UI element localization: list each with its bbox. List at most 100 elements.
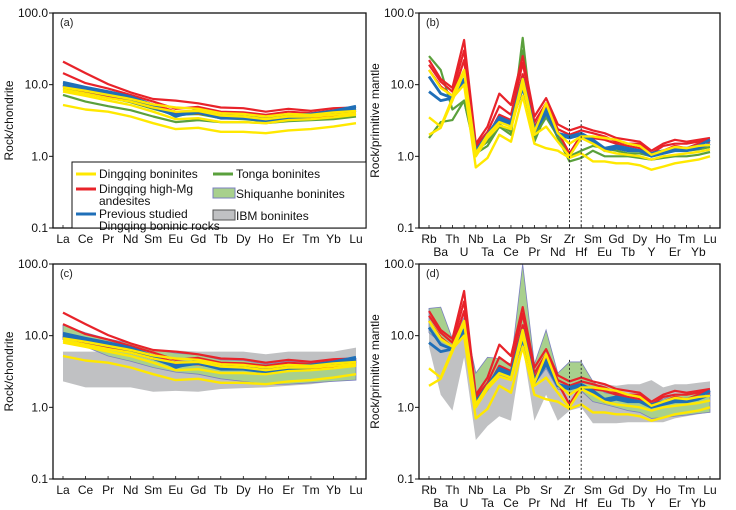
x-tick-label-dy: Dy [632, 483, 647, 497]
x-tick-label-pb: Pb [515, 232, 530, 246]
legend-label: Shiquanhe boninites [236, 187, 345, 201]
x-tick-label-nb: Nb [468, 483, 484, 497]
x-tick-label-zr: Zr [564, 483, 575, 497]
x-tick-label-er: Er [282, 232, 294, 246]
plot-frame [52, 263, 367, 480]
series-line-dingqing-boninites-4 [62, 86, 357, 118]
x-tick-label-la: La [56, 232, 70, 246]
x-tick-label-nd: Nd [123, 232, 138, 246]
x-tick-label-er: Er [669, 496, 681, 510]
x-tick-label-ho: Ho [258, 483, 274, 497]
y-tick-label: 10.0 [391, 329, 415, 343]
y-axis-title: Rock/chondrite [2, 331, 16, 411]
x-tick-label-y: Y [647, 245, 655, 259]
x-tick-label-gd: Gd [608, 232, 624, 246]
x-tick-label-tb: Tb [621, 496, 635, 510]
x-tick-label-tm: Tm [302, 483, 319, 497]
y-tick-label: 1.0 [31, 149, 48, 163]
x-tick-label-th: Th [445, 483, 459, 497]
x-tick-label-th: Th [445, 232, 459, 246]
x-tick-label-sm: Sm [584, 232, 602, 246]
y-tick-label: 1.0 [397, 149, 414, 163]
x-tick-label-pb: Pb [515, 483, 530, 497]
x-tick-label-lu: Lu [349, 483, 362, 497]
x-tick-label-yb: Yb [326, 232, 341, 246]
x-tick-label-er: Er [282, 483, 294, 497]
series-line-dingqing-boninites-3 [62, 339, 357, 372]
series-line-dingqing-hma-1 [62, 311, 357, 364]
x-tick-label-yb: Yb [691, 245, 706, 259]
x-tick-label-la: La [493, 232, 507, 246]
x-tick-label-sm: Sm [144, 483, 162, 497]
y-tick-label: 1.0 [397, 400, 414, 414]
series-line-dingqing-boninites-2 [62, 341, 357, 376]
x-tick-label-sr: Sr [540, 232, 552, 246]
y-tick-label: 1.0 [31, 400, 48, 414]
x-tick-label-pr: Pr [528, 245, 540, 259]
y-tick-label: 100.0 [18, 257, 48, 271]
x-tick-label-gd: Gd [190, 232, 206, 246]
panel-label: (c) [60, 268, 73, 280]
x-tick-label-lu: Lu [703, 232, 716, 246]
y-tick-label: 0.1 [397, 221, 414, 235]
panel-a-ree-chondrite: 0.1 1.0 10.0 100.0 Rock/chondrite La Ce Pr Nd Sm E… [2, 6, 367, 246]
legend-label: andesites [99, 194, 150, 208]
x-tick-label-yb: Yb [691, 496, 706, 510]
panel-d-trace-primitive-mantle-with-fields: 0.1 1.0 10.0 100.0 Rock/primitive mantle RbBa… [368, 257, 721, 510]
x-tick-label-hf: Hf [575, 496, 588, 510]
series-line-dingqing-hma-1 [62, 60, 357, 113]
x-tick-label-ba: Ba [433, 496, 448, 510]
y-tick-label: 10.0 [25, 78, 49, 92]
x-tick-label-la: La [493, 483, 507, 497]
y-tick-label: 0.1 [31, 472, 48, 486]
legend-item-tonga: Tonga boninites [213, 167, 320, 181]
legend-item-shiquanhe: Shiquanhe boninites [212, 187, 345, 201]
panel-label: (a) [60, 17, 73, 29]
x-tick-label-ce: Ce [78, 232, 94, 246]
x-tick-label-rb: Rb [421, 483, 437, 497]
x-tick-label-tm: Tm [678, 232, 695, 246]
x-tick-label-hf: Hf [575, 245, 588, 259]
x-tick-label-nd: Nd [550, 245, 565, 259]
plot-area [427, 264, 711, 441]
x-tick-label-ho: Ho [258, 232, 274, 246]
panel-label: (b) [426, 17, 439, 29]
legend-item-dingqing-boninites: Dingqing boninites [76, 167, 198, 181]
series-line-dingqing-boninites-3 [427, 68, 711, 156]
x-tick-label-nd: Nd [550, 496, 565, 510]
plot-area [62, 311, 357, 392]
x-tick-label-er: Er [669, 245, 681, 259]
x-tick-label-dy: Dy [632, 232, 647, 246]
x-tick-label-ho: Ho [655, 483, 671, 497]
x-tick-label-nd: Nd [123, 483, 138, 497]
x-tick-label-lu: Lu [349, 232, 362, 246]
series-line-dingqing-boninites-3 [62, 88, 357, 121]
series-line-dingqing-boninites-3 [427, 319, 711, 407]
legend-label: Dingqing boninites [99, 167, 198, 181]
panel-c-ree-chondrite-with-fields: 0.1 1.0 10.0 100.0 Rock/chondrite La Ce Pr Nd Sm E… [2, 257, 367, 497]
legend-label: Dingqing boninic rocks [99, 219, 220, 233]
x-tick-label-sm: Sm [144, 232, 162, 246]
legend-swatch [212, 209, 236, 221]
x-tick-label-gd: Gd [190, 483, 206, 497]
legend-label: IBM boninites [236, 209, 309, 223]
x-tick-label-ta: Ta [481, 496, 494, 510]
legend-label: Tonga boninites [236, 167, 320, 181]
x-tick-label-dy: Dy [236, 232, 251, 246]
x-tick-label-ce: Ce [78, 483, 94, 497]
legend-item-ibm: IBM boninites [212, 209, 309, 223]
legend-label: Previous studied [99, 207, 188, 221]
series-line-dingqing-boninites-1 [62, 103, 357, 135]
x-tick-label-y: Y [647, 496, 655, 510]
x-tick-label-sr: Sr [540, 483, 552, 497]
y-tick-label: 100.0 [18, 6, 48, 20]
x-tick-label-pr: Pr [102, 483, 114, 497]
x-tick-label-tb: Tb [214, 232, 228, 246]
panel-b-trace-primitive-mantle: 0.1 1.0 10.0 100.0 Rock/primitive mantle RbBa… [368, 6, 721, 259]
x-tick-label-eu: Eu [168, 483, 183, 497]
series-line-dingqing-boninites-2 [62, 90, 357, 125]
y-tick-label: 0.1 [31, 221, 48, 235]
x-tick-label-rb: Rb [421, 232, 437, 246]
